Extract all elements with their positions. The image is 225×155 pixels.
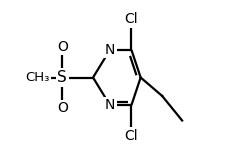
Text: O: O: [57, 101, 68, 115]
Text: Cl: Cl: [124, 12, 138, 26]
Text: N: N: [104, 98, 115, 112]
Text: O: O: [57, 40, 68, 54]
Text: CH₃: CH₃: [25, 71, 50, 84]
Text: N: N: [104, 43, 115, 57]
Text: S: S: [57, 70, 67, 85]
Text: Cl: Cl: [124, 129, 138, 143]
